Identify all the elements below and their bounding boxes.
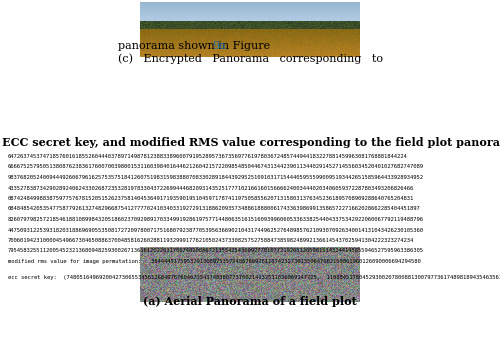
Text: 08742484998838759775767815205152623758140453649171935901951045971787411975058556: 0874248499883875977576781520515262375814… [8,196,414,201]
Text: 66667525795051380876238361760070039800153116039840164462126042157220985485044674: 6666752579505138087623836176007003980015… [8,164,424,170]
Text: ecc secret key:  (74805164969200427306553456126849767604673543748380773700214132: ecc secret key: (74805164969200427306553… [8,275,500,280]
Text: 43352783873429028924062433026872353281978330437226994446820931435251777102166160: 4335278387342902892406243302687235328197… [8,185,414,191]
Text: 08484854205354775877926132748296687541277770241034033192729131886209357348861888: 0848485420535477587792613274829668754127… [8,207,421,212]
Text: panorama shown in Figure: panorama shown in Figure [118,41,273,51]
Text: 44750931225393182031886969055350817272097800717516807923877053956366902104317449: 4475093122539318203188696905535081727209… [8,228,424,232]
Text: 98376820524009444926067961625753575184126075198315983880708330289184439295251091: 9837682052400944492606796162575357518412… [8,175,424,180]
Text: 64726374537471857601618552604440378971498781238833896007919528957367356977619780: 6472637453747185760161855260444037897149… [8,154,408,159]
Text: 9a: 9a [212,41,226,51]
Text: modified rms value for image permutation:   384444517595329130897535754867669261: modified rms value for image permutation… [8,259,421,264]
Text: (c)   Encrypted   Panorama   corresponding   to: (c) Encrypted Panorama corresponding to [118,53,382,64]
Text: (b) ECC secret key, and modified RMS value corresponding to the field plot panor: (b) ECC secret key, and modified RMS val… [0,137,500,148]
Text: 70060194231000045496673046508863700485816260288119329991776210502437330825752758: 7006019423100004549667304650886370048581… [8,238,414,243]
Text: (a) Aerial Panorama of a field plot: (a) Aerial Panorama of a field plot [143,296,357,307]
Text: 82607979825721854618810899843205186023709298917033499192861975771448063516151609: 8260797982572185461881089984320518602370… [8,217,424,222]
Text: 79545832551120054523213680948259300267136161202203170674810886721355425430992778: 7954583255112005452321368094825930026713… [8,249,424,253]
